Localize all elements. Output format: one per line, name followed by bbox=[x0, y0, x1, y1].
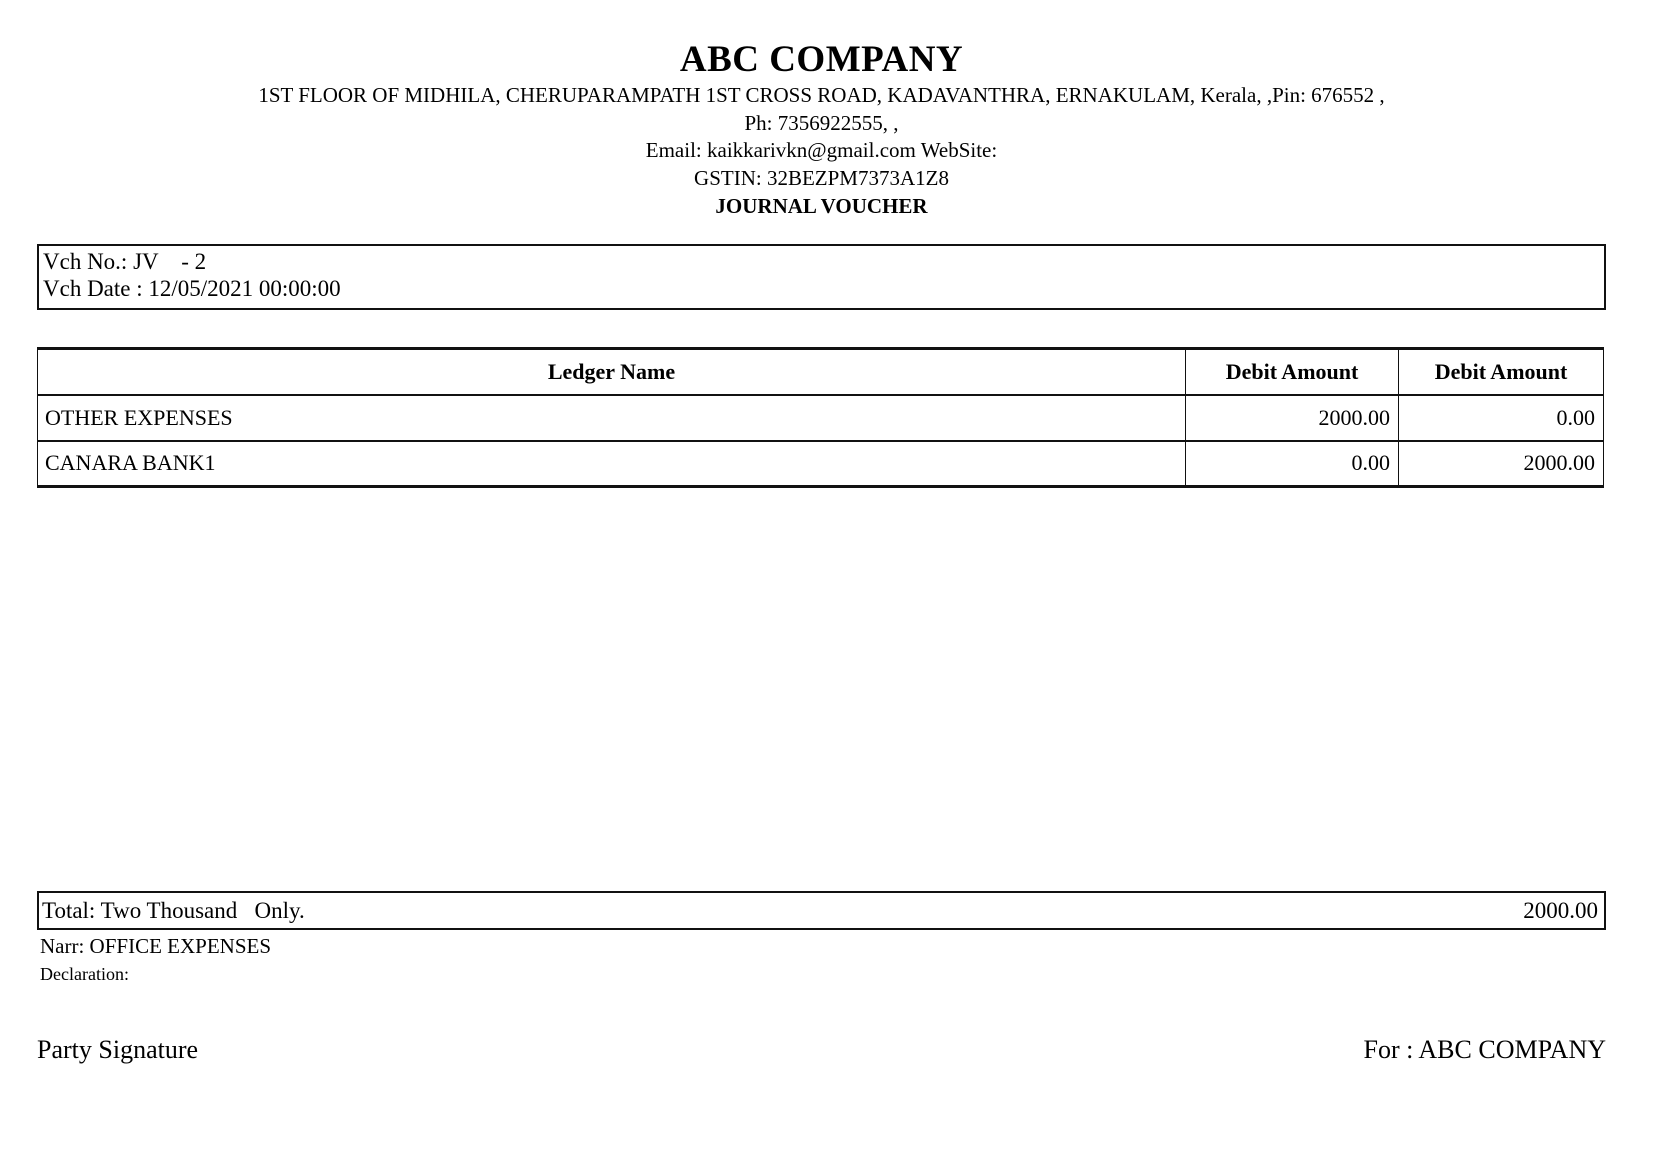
voucher-number: Vch No.: JV - 2 bbox=[43, 249, 207, 274]
table-row: OTHER EXPENSES 2000.00 0.00 bbox=[37, 394, 1604, 442]
declaration-label: Declaration: bbox=[40, 964, 129, 984]
for-company-label: For : ABC COMPANY bbox=[1363, 1035, 1606, 1064]
voucher-content: ABC COMPANY 1ST FLOOR OF MIDHILA, CHERUP… bbox=[37, 0, 1606, 1064]
debit-amount-cell: 0.00 bbox=[1185, 440, 1399, 488]
document-title: JOURNAL VOUCHER bbox=[715, 194, 928, 218]
document-header: ABC COMPANY 1ST FLOOR OF MIDHILA, CHERUP… bbox=[37, 0, 1606, 220]
header-row: Ledger Name Debit Amount Debit Amount bbox=[37, 347, 1604, 396]
ledger-table: Ledger Name Debit Amount Debit Amount OT… bbox=[37, 347, 1604, 488]
column-header-credit-amount: Debit Amount bbox=[1398, 347, 1604, 396]
ledger-table-header: Ledger Name Debit Amount Debit Amount bbox=[37, 347, 1604, 396]
credit-amount-cell: 2000.00 bbox=[1398, 440, 1604, 488]
party-signature-label: Party Signature bbox=[37, 1035, 199, 1064]
ledger-name-cell: CANARA BANK1 bbox=[37, 440, 1186, 488]
table-row: CANARA BANK1 0.00 2000.00 bbox=[37, 440, 1604, 488]
total-box: Total: Two Thousand Only. 2000.00 bbox=[37, 891, 1606, 930]
voucher-date: Vch Date : 12/05/2021 00:00:00 bbox=[43, 276, 341, 301]
voucher-info-box: Vch No.: JV - 2 Vch Date : 12/05/2021 00… bbox=[37, 244, 1606, 310]
total-amount: 2000.00 bbox=[1523, 897, 1598, 923]
ledger-name-cell: OTHER EXPENSES bbox=[37, 394, 1186, 442]
column-header-debit-amount: Debit Amount bbox=[1185, 347, 1399, 396]
signature-row: Party Signature For : ABC COMPANY bbox=[37, 1035, 1606, 1065]
company-name: ABC COMPANY bbox=[679, 39, 964, 80]
ledger-table-body: OTHER EXPENSES 2000.00 0.00 CANARA BANK1… bbox=[37, 394, 1604, 488]
narration-line: Narr: OFFICE EXPENSES bbox=[40, 934, 272, 958]
column-header-ledger-name: Ledger Name bbox=[37, 347, 1186, 396]
company-phone: Ph: 7356922555, , bbox=[744, 110, 899, 135]
debit-amount-cell: 2000.00 bbox=[1185, 394, 1399, 442]
company-email-website: Email: kaikkarivkn@gmail.com WebSite: bbox=[645, 138, 998, 162]
credit-amount-cell: 0.00 bbox=[1398, 394, 1604, 442]
company-address: 1ST FLOOR OF MIDHILA, CHERUPARAMPATH 1ST… bbox=[258, 83, 1385, 107]
total-in-words: Total: Two Thousand Only. bbox=[42, 897, 305, 923]
company-gstin: GSTIN: 32BEZPM7373A1Z8 bbox=[694, 165, 949, 190]
